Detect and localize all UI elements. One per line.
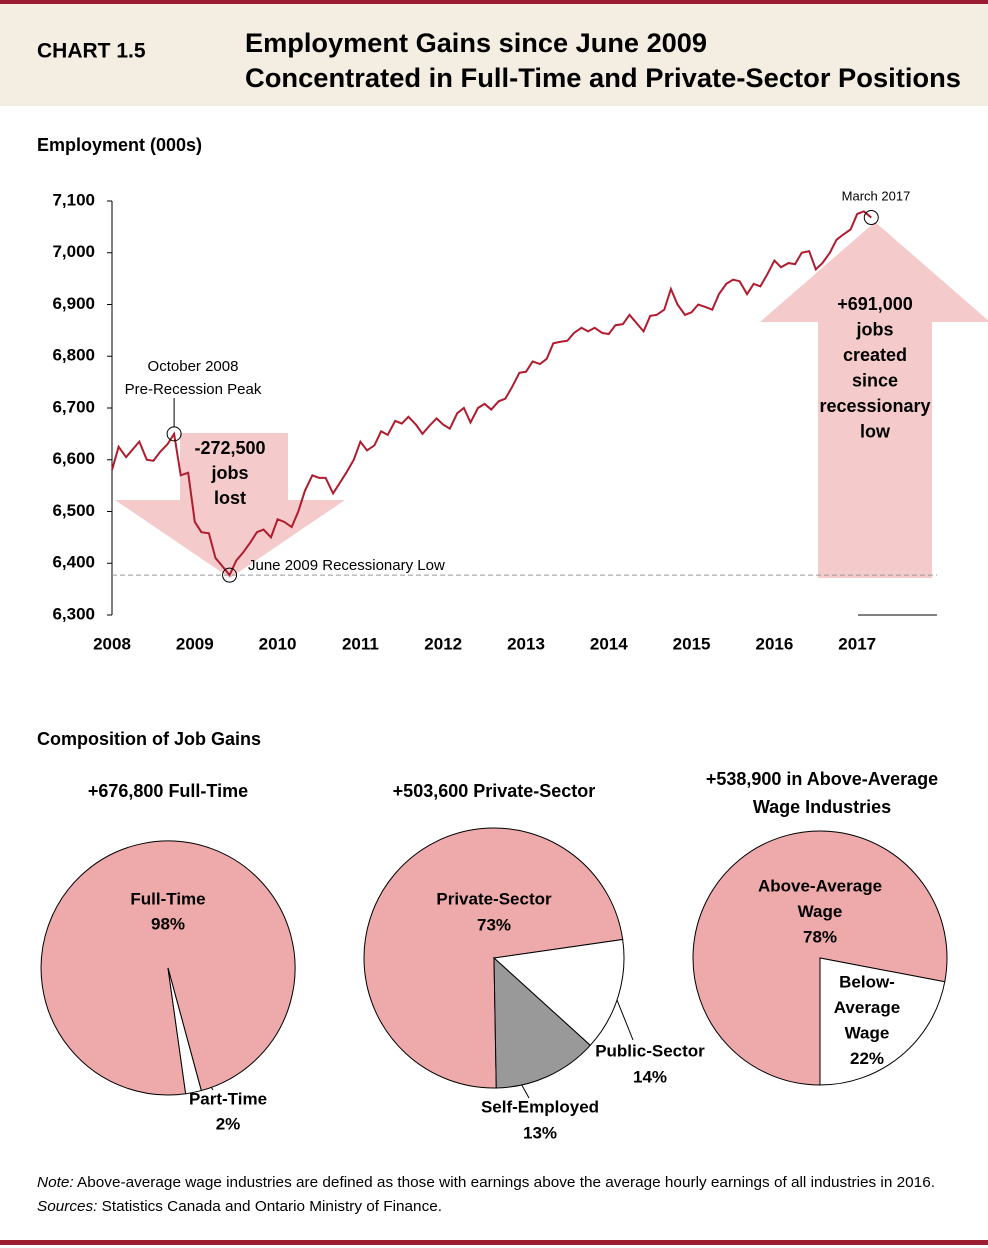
x-tick-label: 2016 xyxy=(755,634,793,653)
slice-label: Public-Sector xyxy=(595,1041,705,1060)
pie-slice xyxy=(819,957,946,1086)
top-rule xyxy=(0,0,988,4)
slice-value-label: 22% xyxy=(850,1049,884,1068)
sources-text: Statistics Canada and Ontario Ministry o… xyxy=(97,1198,442,1215)
slice-label: Below- xyxy=(839,972,895,991)
x-tick-label: 2017 xyxy=(838,634,876,653)
annotation: June 2009 Recessionary Low xyxy=(248,557,445,574)
pie-title: +676,800 Full-Time xyxy=(88,781,248,801)
bottom-rule xyxy=(0,1240,988,1245)
x-tick-label: 2012 xyxy=(424,634,462,653)
pie-slice xyxy=(492,938,625,1047)
slice-label: Self-Employed xyxy=(481,1097,599,1116)
line-series xyxy=(111,210,872,578)
section-title: Composition of Job Gains xyxy=(37,729,261,749)
sources: Sources: Statistics Canada and Ontario M… xyxy=(37,1198,442,1215)
y-tick-label: 6,700 xyxy=(52,397,95,416)
y-tick-label: 7,100 xyxy=(52,190,95,209)
y-tick-label: 6,900 xyxy=(52,294,95,313)
slice-label: Part-Time xyxy=(189,1089,267,1108)
x-tick-label: 2014 xyxy=(590,634,628,653)
x-tick-label: 2009 xyxy=(176,634,214,653)
x-tick-label: 2008 xyxy=(93,634,131,653)
annotation: jobs xyxy=(210,463,248,483)
annotation: created xyxy=(843,345,907,365)
sources-label: Sources: xyxy=(37,1198,97,1215)
annotation: low xyxy=(860,421,891,441)
y-tick-label: 6,800 xyxy=(52,346,95,365)
slice-value-label: 73% xyxy=(477,915,511,934)
annotation: +691,000 xyxy=(837,294,913,314)
note: Note: Above-average wage industries are … xyxy=(37,1174,935,1191)
y-tick-label: 7,000 xyxy=(52,242,95,261)
annotation: recessionary xyxy=(819,396,930,416)
chart-label: CHART 1.5 xyxy=(37,40,146,63)
annotation: Pre-Recession Peak xyxy=(125,381,262,398)
pie-title: Wage Industries xyxy=(753,797,891,817)
highlight-point xyxy=(222,567,238,583)
annotation: March 2017 xyxy=(842,188,911,203)
annotation: October 2008 xyxy=(148,358,239,375)
annotation: -272,500 xyxy=(194,438,265,458)
y-tick-label: 6,300 xyxy=(52,604,95,623)
note-label: Note: xyxy=(37,1174,74,1191)
pie-title: +503,600 Private-Sector xyxy=(393,781,596,801)
y-tick-label: 6,400 xyxy=(52,553,95,572)
y-axis-title: Employment (000s) xyxy=(37,135,202,155)
leader-line xyxy=(616,999,634,1041)
pie-title: +538,900 in Above-Average xyxy=(706,769,938,789)
header-band xyxy=(0,0,988,106)
slice-label: Average xyxy=(834,998,900,1017)
slice-label: Wage xyxy=(798,902,843,921)
highlight-point xyxy=(863,210,879,226)
chart-title: Employment Gains since June 2009 xyxy=(245,28,707,58)
x-tick-label: 2011 xyxy=(342,634,379,653)
slice-value-label: 13% xyxy=(523,1123,557,1142)
slice-value-label: 78% xyxy=(803,927,837,946)
slice-label: Private-Sector xyxy=(436,889,552,908)
pie-slice xyxy=(493,956,592,1089)
slice-value-label: 14% xyxy=(633,1067,667,1086)
note-text: Above-average wage industries are define… xyxy=(74,1174,935,1191)
slice-label: Full-Time xyxy=(130,889,205,908)
y-tick-label: 6,500 xyxy=(52,501,95,520)
annotation: since xyxy=(852,370,898,390)
up-arrow xyxy=(760,222,988,578)
chart-title: Concentrated in Full-Time and Private-Se… xyxy=(245,63,961,93)
pie-slice xyxy=(167,967,202,1095)
x-tick-label: 2015 xyxy=(673,634,711,653)
y-tick-label: 6,600 xyxy=(52,449,95,468)
x-tick-label: 2010 xyxy=(259,634,297,653)
annotation: jobs xyxy=(855,319,893,339)
slice-value-label: 2% xyxy=(216,1114,241,1133)
slice-value-label: 98% xyxy=(151,914,185,933)
down-arrow xyxy=(115,433,345,578)
slice-label: Wage xyxy=(845,1023,890,1042)
annotation: lost xyxy=(214,488,246,508)
slice-label: Above-Average xyxy=(758,876,882,895)
x-tick-label: 2013 xyxy=(507,634,545,653)
